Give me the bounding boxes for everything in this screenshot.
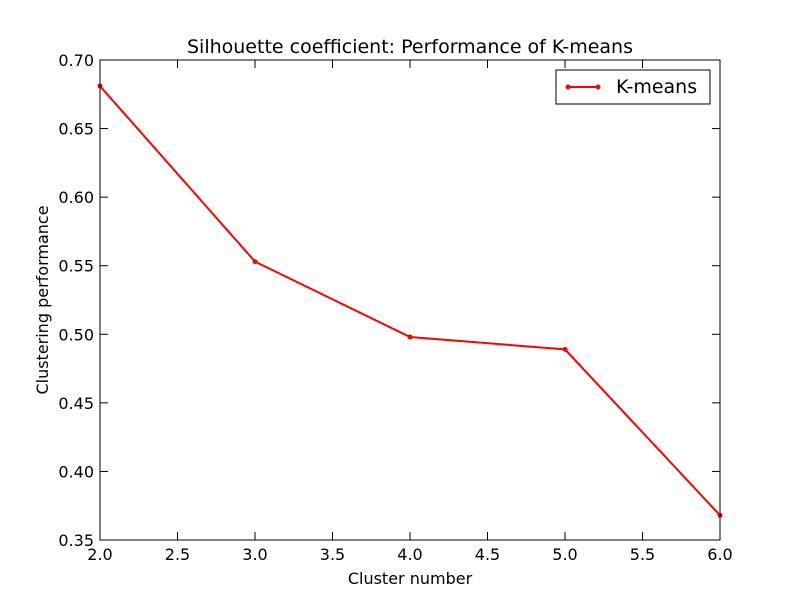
data-point <box>562 346 568 352</box>
y-tick-label: 0.70 <box>58 51 94 70</box>
x-tick-label: 5.5 <box>630 545 655 564</box>
y-tick-label: 0.50 <box>58 325 94 344</box>
series-layer <box>97 83 723 518</box>
legend-marker <box>565 84 571 90</box>
x-tick-label: 3.5 <box>320 545 345 564</box>
y-tick-label: 0.45 <box>58 394 94 413</box>
legend: K-means <box>555 69 711 105</box>
data-point <box>252 259 258 265</box>
y-tick-label: 0.55 <box>58 257 94 276</box>
legend-label-k-means: K-means <box>616 76 697 98</box>
y-tick-label: 0.40 <box>58 462 94 481</box>
y-tick-label: 0.35 <box>58 531 94 550</box>
y-tick-label: 0.65 <box>58 120 94 139</box>
x-tick-label: 3.0 <box>242 545 267 564</box>
x-tick-label: 5.0 <box>552 545 577 564</box>
x-tick-label: 4.0 <box>397 545 422 564</box>
x-tick-label: 6.0 <box>707 545 732 564</box>
x-tick-label: 2.0 <box>87 545 112 564</box>
data-point <box>407 334 413 340</box>
y-axis-label: Clustering performance <box>33 205 52 394</box>
x-axis-label: Cluster number <box>348 569 473 588</box>
y-tick-label: 0.60 <box>58 188 94 207</box>
y-axis: 0.35 0.40 0.45 0.50 0.55 0.60 0.65 0.70 <box>58 51 720 550</box>
legend-marker <box>595 84 601 90</box>
x-axis: 2.0 2.5 3.0 3.5 4.0 4.5 5.0 5.5 6.0 <box>87 60 733 564</box>
x-tick-label: 2.5 <box>165 545 190 564</box>
chart-title: Silhouette coefficient: Performance of K… <box>187 36 633 58</box>
x-tick-label: 4.5 <box>475 545 500 564</box>
